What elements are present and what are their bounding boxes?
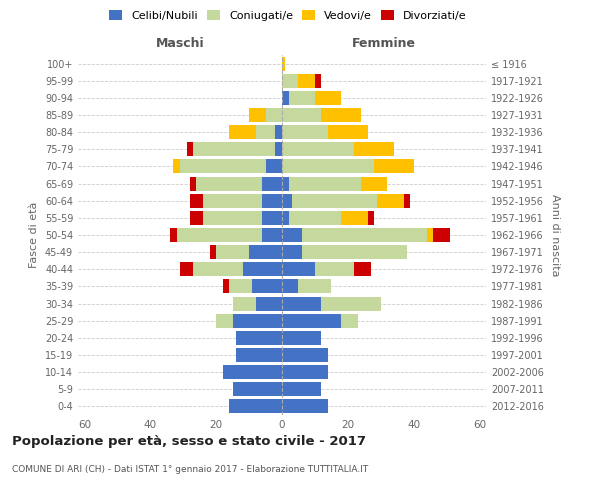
Bar [404,194,410,207]
Bar [275,125,282,139]
Bar [180,160,266,173]
Bar [216,245,249,259]
Bar [322,296,381,310]
Bar [282,400,328,413]
Bar [193,142,275,156]
Bar [173,160,180,173]
Bar [236,348,282,362]
Legend: Celibi/Nubili, Coniugati/e, Vedovi/e, Divorziati/e: Celibi/Nubili, Coniugati/e, Vedovi/e, Di… [105,6,471,25]
Bar [190,176,196,190]
Bar [282,142,355,156]
Text: Femmine: Femmine [352,37,416,50]
Bar [289,91,315,105]
Bar [282,331,322,345]
Bar [209,245,216,259]
Bar [315,74,322,88]
Bar [355,262,371,276]
Bar [223,280,229,293]
Bar [233,314,282,328]
Bar [193,262,242,276]
Bar [282,348,328,362]
Bar [256,296,282,310]
Bar [177,228,262,242]
Bar [298,280,331,293]
Bar [262,228,282,242]
Bar [315,91,341,105]
Bar [282,262,315,276]
Bar [282,176,289,190]
Bar [289,176,361,190]
Bar [282,160,374,173]
Bar [233,296,256,310]
Bar [196,176,262,190]
Bar [229,400,282,413]
Bar [361,176,387,190]
Bar [187,142,193,156]
Bar [282,314,341,328]
Bar [190,194,203,207]
Bar [223,365,282,379]
Y-axis label: Fasce di età: Fasce di età [29,202,39,268]
Bar [427,228,433,242]
Bar [341,211,368,225]
Bar [302,245,407,259]
Bar [341,314,358,328]
Bar [233,382,282,396]
Bar [282,194,292,207]
Bar [282,125,328,139]
Bar [433,228,450,242]
Bar [180,262,193,276]
Bar [229,280,253,293]
Bar [266,160,282,173]
Y-axis label: Anni di nascita: Anni di nascita [550,194,560,276]
Bar [236,331,282,345]
Bar [282,56,285,70]
Bar [190,211,203,225]
Bar [262,194,282,207]
Bar [282,228,302,242]
Bar [298,74,315,88]
Bar [262,176,282,190]
Bar [282,382,322,396]
Bar [229,125,256,139]
Bar [282,280,298,293]
Bar [249,245,282,259]
Bar [266,108,282,122]
Bar [282,365,328,379]
Bar [242,262,282,276]
Bar [374,160,413,173]
Bar [170,228,177,242]
Bar [282,91,289,105]
Bar [256,125,275,139]
Bar [355,142,394,156]
Bar [282,296,322,310]
Bar [315,262,355,276]
Bar [282,245,302,259]
Bar [282,74,298,88]
Bar [275,142,282,156]
Bar [216,314,233,328]
Bar [328,125,368,139]
Text: Maschi: Maschi [155,37,205,50]
Bar [289,211,341,225]
Bar [282,108,322,122]
Bar [249,108,266,122]
Bar [282,211,289,225]
Text: Popolazione per età, sesso e stato civile - 2017: Popolazione per età, sesso e stato civil… [12,435,366,448]
Bar [203,211,262,225]
Bar [368,211,374,225]
Bar [253,280,282,293]
Bar [262,211,282,225]
Bar [322,108,361,122]
Bar [302,228,427,242]
Bar [203,194,262,207]
Bar [292,194,377,207]
Text: COMUNE DI ARI (CH) - Dati ISTAT 1° gennaio 2017 - Elaborazione TUTTITALIA.IT: COMUNE DI ARI (CH) - Dati ISTAT 1° genna… [12,465,368,474]
Bar [377,194,404,207]
